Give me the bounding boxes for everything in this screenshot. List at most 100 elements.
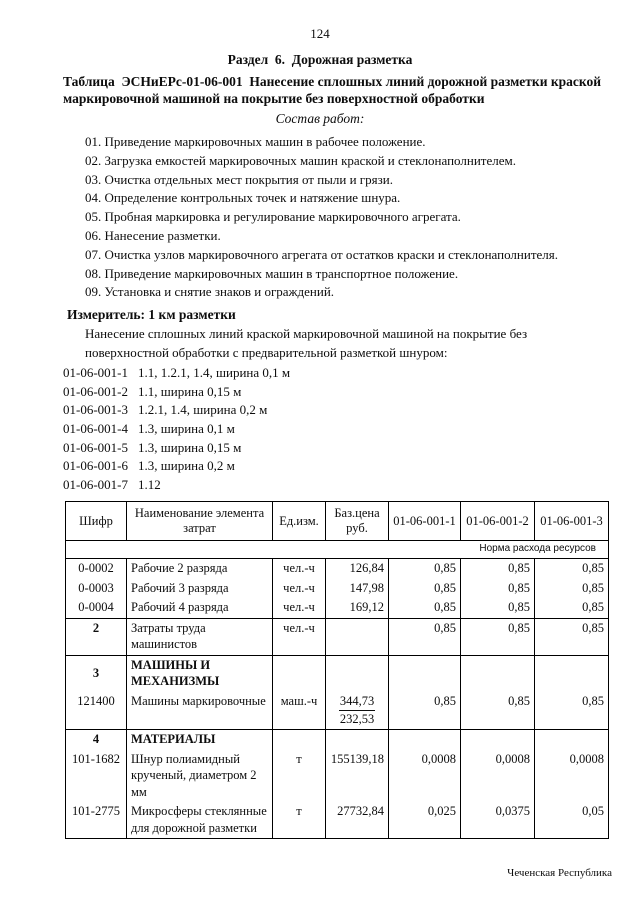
cell-norm-1: 0,85 — [388, 578, 461, 599]
cell-code: 0-0002 — [65, 558, 127, 579]
cell-norm-3: 0,85 — [534, 558, 609, 579]
variant-desc: 1.12 — [138, 476, 161, 492]
col-header-price: Баз.цена руб. — [325, 501, 389, 542]
col-header-code: Шифр — [65, 501, 127, 542]
cell-unit — [272, 654, 326, 692]
table-header-row: Шифр Наименование элемента затрат Ед.изм… — [65, 501, 609, 542]
variant-desc: 1.2.1, 1.4, ширина 0,2 м — [138, 402, 268, 418]
cell-norm-2: 0,85 — [460, 691, 535, 730]
cell-code: 0-0004 — [65, 598, 127, 619]
variant-desc: 1.3, ширина 0,2 м — [138, 458, 235, 474]
composition-heading: Состав работ: — [275, 111, 365, 126]
cost-table-body: 0-0002 Рабочие 2 разряда чел.-ч 126,84 0,85 0… — [65, 558, 609, 839]
work-item: 05. Пробная маркировка и регулирование м… — [85, 209, 461, 225]
variant-row: 01-06-001-5 1.3, ширина 0,15 м — [63, 439, 640, 458]
cell-code: 4 — [65, 729, 127, 750]
variant-code: 01-06-001-4 — [63, 420, 128, 436]
cell-norm-3: 0,05 — [534, 802, 609, 839]
cell-norm-1: 0,85 — [388, 691, 461, 730]
cell-base-price: 169,12 — [325, 598, 389, 619]
cell-base-price: 147,98 — [325, 578, 389, 599]
cell-norm-3: 0,85 — [534, 598, 609, 619]
cell-norm-3: 0,0008 — [534, 749, 609, 803]
table-subheader-row: Норма расхода ресурсов — [65, 540, 609, 560]
work-item: 06. Нанесение разметки. — [85, 227, 221, 243]
col-header-variant-1: 01-06-001-1 — [388, 501, 461, 542]
variant-code: 01-06-001-5 — [63, 439, 128, 455]
cell-norm-3 — [534, 729, 609, 750]
col-header-variant-3: 01-06-001-3 — [534, 501, 609, 542]
variant-code: 01-06-001-6 — [63, 458, 128, 474]
table-row: 121400 Машины маркировочные маш.-ч 344,73 23… — [65, 691, 609, 730]
cell-code: 0-0003 — [65, 578, 127, 599]
cell-unit — [272, 729, 326, 750]
cell-norm-2: 0,85 — [460, 598, 535, 619]
cell-name: МАТЕРИАЛЫ — [126, 729, 273, 750]
cell-unit: чел.-ч — [272, 578, 326, 599]
col-header-unit: Ед.изм. — [272, 501, 326, 542]
cell-norm-3: 0,85 — [534, 617, 609, 656]
cell-norm-3: 0,85 — [534, 691, 609, 730]
work-item: 03. Очистка отдельных мест покрытия от п… — [85, 171, 393, 187]
table-row: 0-0004 Рабочий 4 разряда чел.-ч 169,12 0,85 0… — [65, 598, 609, 619]
work-item: 09. Установка и снятие знаков и огражден… — [85, 284, 335, 300]
cell-unit: т — [272, 802, 326, 839]
variant-code: 01-06-001-3 — [63, 402, 128, 418]
cell-code: 2 — [65, 617, 127, 656]
work-item: 07. Очистка узлов маркировочного агрегат… — [85, 246, 559, 262]
work-items-list: 01. Приведение маркировочных машин в раб… — [85, 133, 620, 302]
variant-list: 01-06-001-1 1.1, 1.2.1, 1.4, ширина 0,1 м… — [63, 364, 640, 494]
cell-norm-2: 0,85 — [460, 558, 535, 579]
cell-code: 101-1682 — [65, 749, 127, 803]
col-header-variant-2: 01-06-001-2 — [460, 501, 535, 542]
price-fraction: 344,73 232,53 — [338, 693, 376, 726]
cell-base-price — [325, 617, 389, 656]
cell-name: Рабочий 4 разряда — [126, 598, 273, 619]
cell-norm-2 — [460, 654, 535, 692]
cell-norm-3: 0,85 — [534, 578, 609, 599]
cell-norm-1 — [388, 654, 461, 692]
footer-region-label: Чеченская Республика — [507, 867, 612, 879]
table-row: 101-2775 Микросферы стеклянные для дорожн… — [65, 802, 609, 839]
cell-base-price — [325, 729, 389, 750]
table-row: 4 МАТЕРИАЛЫ — [65, 729, 609, 750]
cell-base-price: 27732,84 — [325, 802, 389, 839]
cell-norm-2: 0,0375 — [460, 802, 535, 839]
variant-row: 01-06-001-3 1.2.1, 1.4, ширина 0,2 м — [63, 401, 640, 420]
measure-label: Измеритель: 1 км разметки — [67, 307, 236, 323]
work-item: 02. Загрузка емкостей маркировочных маши… — [85, 152, 516, 168]
cell-norm-2: 0,85 — [460, 617, 535, 656]
cell-base-price — [325, 654, 389, 692]
variant-desc: 1.3, ширина 0,15 м — [138, 439, 242, 455]
intro-paragraph: Нанесение сплошных линий краской маркиро… — [85, 326, 528, 360]
cell-code: 101-2775 — [65, 802, 127, 839]
cell-norm-1: 0,85 — [388, 558, 461, 579]
cell-name: МАШИНЫ И МЕХАНИЗМЫ — [126, 654, 273, 692]
variant-row: 01-06-001-7 1.12 — [63, 476, 640, 495]
cell-name: Затраты труда машинистов — [126, 617, 273, 656]
variant-desc: 1.1, 1.2.1, 1.4, ширина 0,1 м — [138, 365, 291, 381]
cell-unit: чел.-ч — [272, 558, 326, 579]
norm-label: Норма расхода ресурсов — [65, 540, 609, 560]
cell-base-price: 126,84 — [325, 558, 389, 579]
table-row: 0-0002 Рабочие 2 разряда чел.-ч 126,84 0,85 0… — [65, 558, 609, 579]
cell-code: 121400 — [65, 691, 127, 730]
cell-norm-1 — [388, 729, 461, 750]
variant-row: 01-06-001-1 1.1, 1.2.1, 1.4, ширина 0,1 м — [63, 364, 640, 383]
cell-unit: т — [272, 749, 326, 803]
work-item: 04. Определение контрольных точек и натя… — [85, 190, 401, 206]
cell-name: Шнур полиамидный крученый, диаметром 2 м… — [126, 749, 273, 803]
table-row: 3 МАШИНЫ И МЕХАНИЗМЫ — [65, 654, 609, 692]
work-item: 01. Приведение маркировочных машин в раб… — [85, 134, 426, 149]
cell-norm-3 — [534, 654, 609, 692]
cell-norm-2: 0,85 — [460, 578, 535, 599]
variant-row: 01-06-001-6 1.3, ширина 0,2 м — [63, 457, 640, 476]
cell-name: Рабочие 2 разряда — [126, 558, 273, 579]
variant-desc: 1.1, ширина 0,15 м — [138, 383, 242, 399]
table-row: 101-1682 Шнур полиамидный крученый, диаме… — [65, 749, 609, 803]
variant-code: 01-06-001-1 — [63, 365, 128, 381]
cost-table: Шифр Наименование элемента затрат Ед.изм… — [65, 501, 609, 840]
table-row: 2 Затраты труда машинистов чел.-ч 0,85 0,85 0… — [65, 617, 609, 656]
cell-base-price: 155139,18 — [325, 749, 389, 803]
